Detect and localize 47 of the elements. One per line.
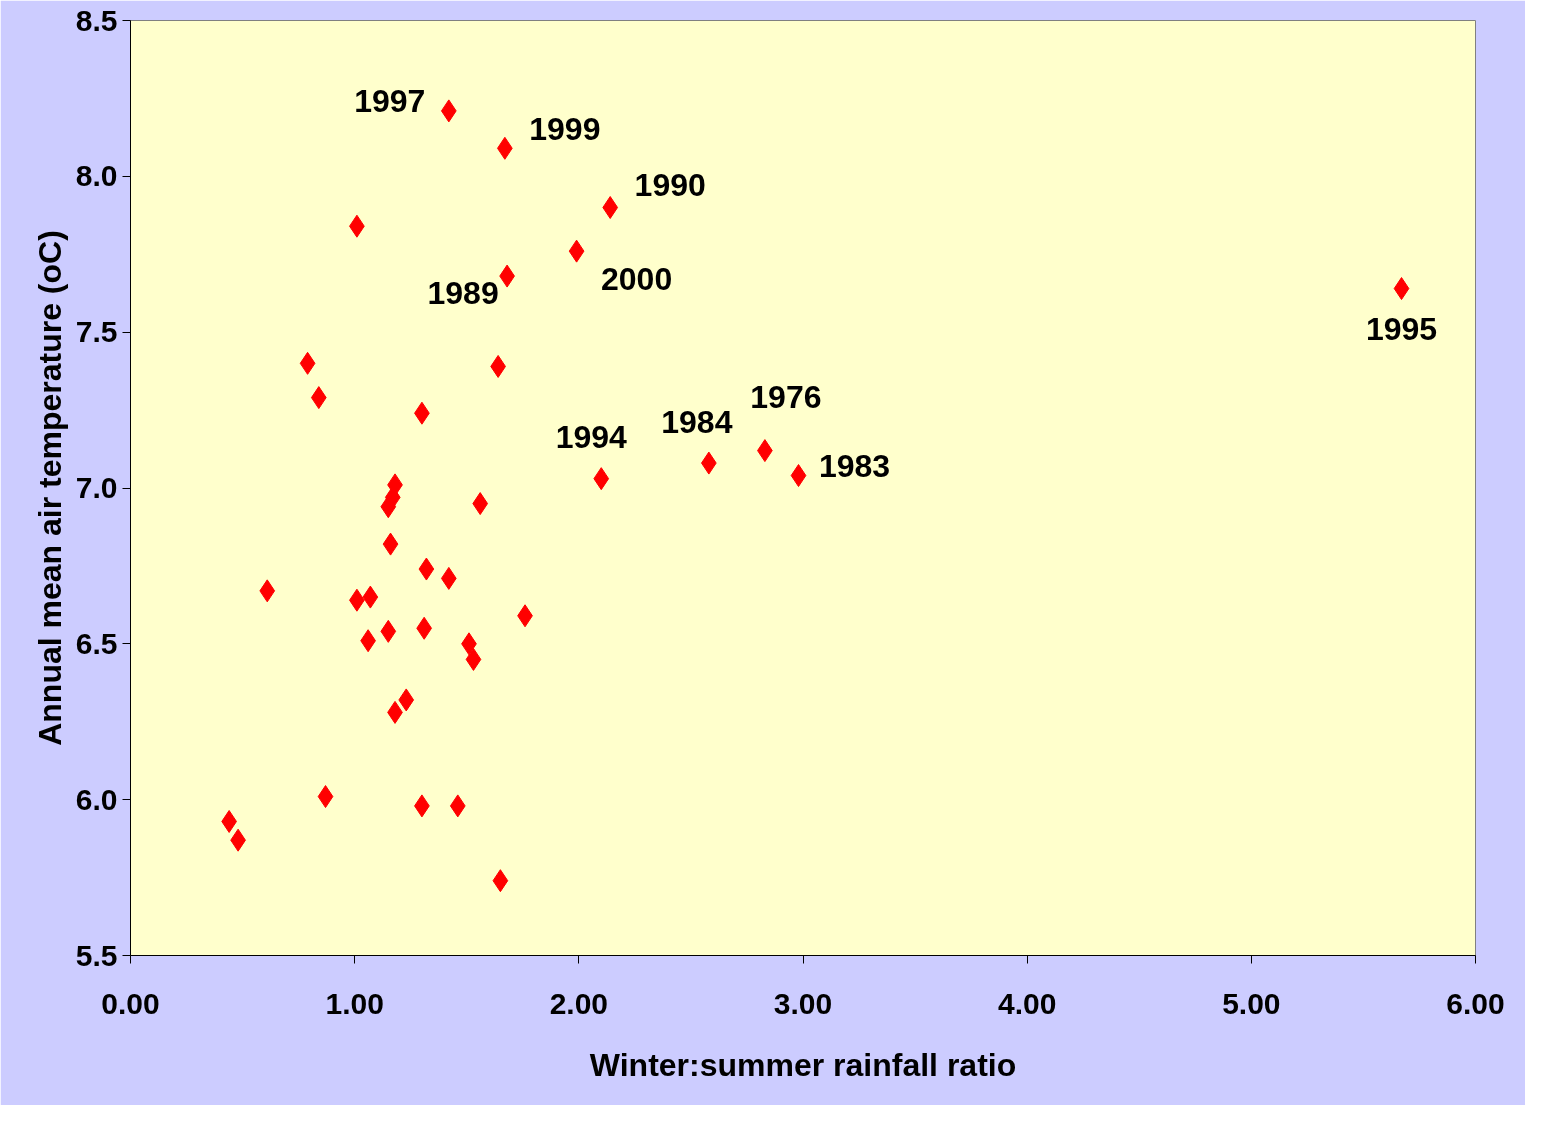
- x-tick-label: 0.00: [101, 986, 160, 1020]
- annotation: 1997: [354, 82, 426, 119]
- point: [380, 495, 397, 519]
- point: [568, 239, 585, 263]
- y-tick-label: 8.5: [75, 3, 118, 37]
- x-tick-label: 6.00: [1446, 986, 1505, 1020]
- y-tick-label: 8.0: [75, 159, 118, 193]
- annotation: 2000: [601, 261, 673, 298]
- annotation: 1989: [427, 275, 499, 312]
- point: [362, 585, 379, 609]
- y-tick-label: 6.0: [75, 782, 118, 816]
- point: [593, 467, 610, 491]
- point: [310, 386, 327, 410]
- annotation: 1994: [555, 418, 628, 455]
- point: [465, 647, 482, 671]
- point: [382, 532, 399, 556]
- annotation: 1990: [634, 166, 706, 203]
- point: [1393, 277, 1410, 301]
- x-tick-label: 1.00: [325, 986, 384, 1020]
- y-tick-label: 7.5: [75, 315, 118, 349]
- x-tick-label: 3.00: [773, 986, 833, 1020]
- y-axis-title: Annual mean air temperature (oC): [31, 230, 68, 746]
- x-tick-label: 4.00: [997, 986, 1057, 1020]
- point: [259, 579, 276, 603]
- annotation: 1999: [529, 111, 601, 148]
- point: [602, 196, 619, 219]
- point: [440, 99, 457, 123]
- x-tick-label: 5.00: [1222, 986, 1281, 1020]
- point: [418, 557, 435, 581]
- point: [472, 492, 489, 516]
- point: [449, 794, 466, 818]
- point: [380, 619, 397, 643]
- y-tick-label: 5.5: [75, 938, 118, 972]
- point: [440, 566, 457, 590]
- y-tick-label: 6.5: [75, 626, 118, 660]
- y-tick-label: 7.0: [75, 471, 118, 504]
- point: [492, 869, 509, 893]
- x-tick-label: 2.00: [549, 986, 609, 1020]
- x-axis-title: Winter:summer rainfall ratio: [589, 1046, 1017, 1083]
- point: [790, 464, 807, 488]
- annotation: 1995: [1365, 310, 1438, 347]
- point: [317, 785, 334, 809]
- annotation: 1984: [661, 404, 733, 441]
- annotation: 1976: [750, 378, 822, 415]
- point: [398, 688, 415, 712]
- point: [299, 351, 316, 375]
- annotation: 1983: [818, 447, 891, 484]
